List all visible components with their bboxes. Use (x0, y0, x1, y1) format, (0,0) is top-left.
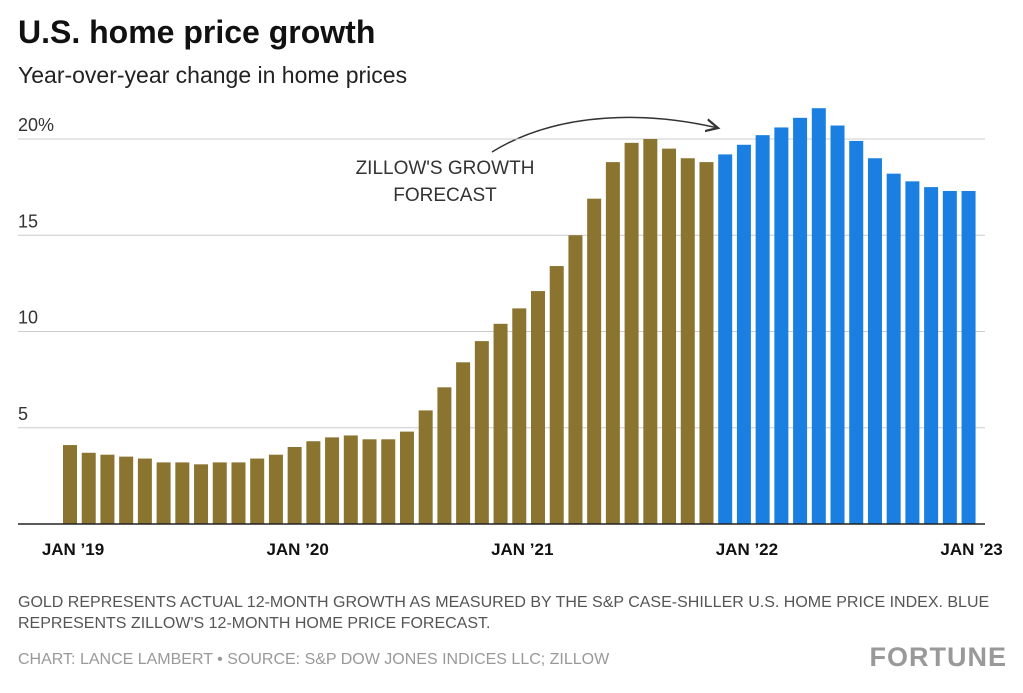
bar (886, 173, 901, 524)
note: GOLD REPRESENTS ACTUAL 12-MONTH GROWTH A… (18, 594, 990, 632)
bar (119, 456, 134, 524)
bar (194, 464, 209, 524)
bar (736, 144, 751, 524)
bar (549, 266, 564, 524)
bar (306, 441, 321, 524)
x-tick-label: JAN ’19 (42, 540, 104, 559)
bar (680, 158, 695, 524)
bar (81, 452, 96, 524)
bar (231, 462, 246, 524)
bar (362, 439, 377, 524)
annotation: ZILLOW'S GROWTH (356, 158, 535, 179)
bar (811, 108, 826, 524)
bar (774, 127, 789, 524)
bar (325, 437, 340, 524)
bar (287, 447, 302, 524)
chart-title: U.S. home price growth (18, 14, 376, 50)
annotation-arrow (491, 116, 718, 153)
bar (343, 435, 358, 524)
bar (568, 235, 583, 524)
bar (175, 462, 190, 524)
bar (456, 362, 471, 524)
bar (924, 187, 939, 524)
bar (905, 181, 920, 524)
bar (212, 462, 227, 524)
bar (512, 308, 527, 524)
bar (942, 190, 957, 524)
bar (399, 431, 414, 524)
bar (100, 454, 115, 524)
bar (268, 454, 283, 524)
bar (437, 387, 452, 524)
bar (587, 198, 602, 525)
bar (156, 462, 171, 524)
x-tick-label: JAN ’22 (716, 540, 778, 559)
bar (830, 125, 845, 525)
bar (474, 341, 489, 524)
bar (867, 158, 882, 524)
bar (755, 135, 770, 524)
bar (662, 148, 677, 524)
bar (381, 439, 396, 524)
bar (793, 117, 808, 524)
bar (643, 139, 658, 524)
y-tick-label: 10 (18, 308, 38, 328)
bar (699, 162, 714, 524)
bar (624, 142, 639, 524)
bar (718, 154, 733, 524)
y-tick-label: 5 (18, 404, 28, 424)
source: CHART: LANCE LAMBERT • SOURCE: S&P DOW J… (18, 651, 610, 668)
bar (849, 140, 864, 525)
bar (605, 162, 620, 524)
bar (531, 291, 545, 524)
y-tick-label: 15 (18, 211, 38, 231)
bar (961, 190, 976, 524)
bar (418, 410, 433, 524)
bar (250, 458, 265, 524)
x-tick-label: JAN ’20 (266, 540, 328, 559)
x-tick-label: JAN ’23 (940, 540, 1002, 559)
y-tick-label: 20% (18, 115, 54, 135)
bar (493, 323, 508, 524)
bar (137, 458, 152, 524)
chart-subtitle: Year-over-year change in home prices (18, 62, 408, 88)
brand: FORTUNE (869, 642, 1007, 672)
bar (63, 445, 77, 524)
annotation: FORECAST (393, 185, 497, 206)
x-tick-label: JAN ’21 (491, 540, 553, 559)
